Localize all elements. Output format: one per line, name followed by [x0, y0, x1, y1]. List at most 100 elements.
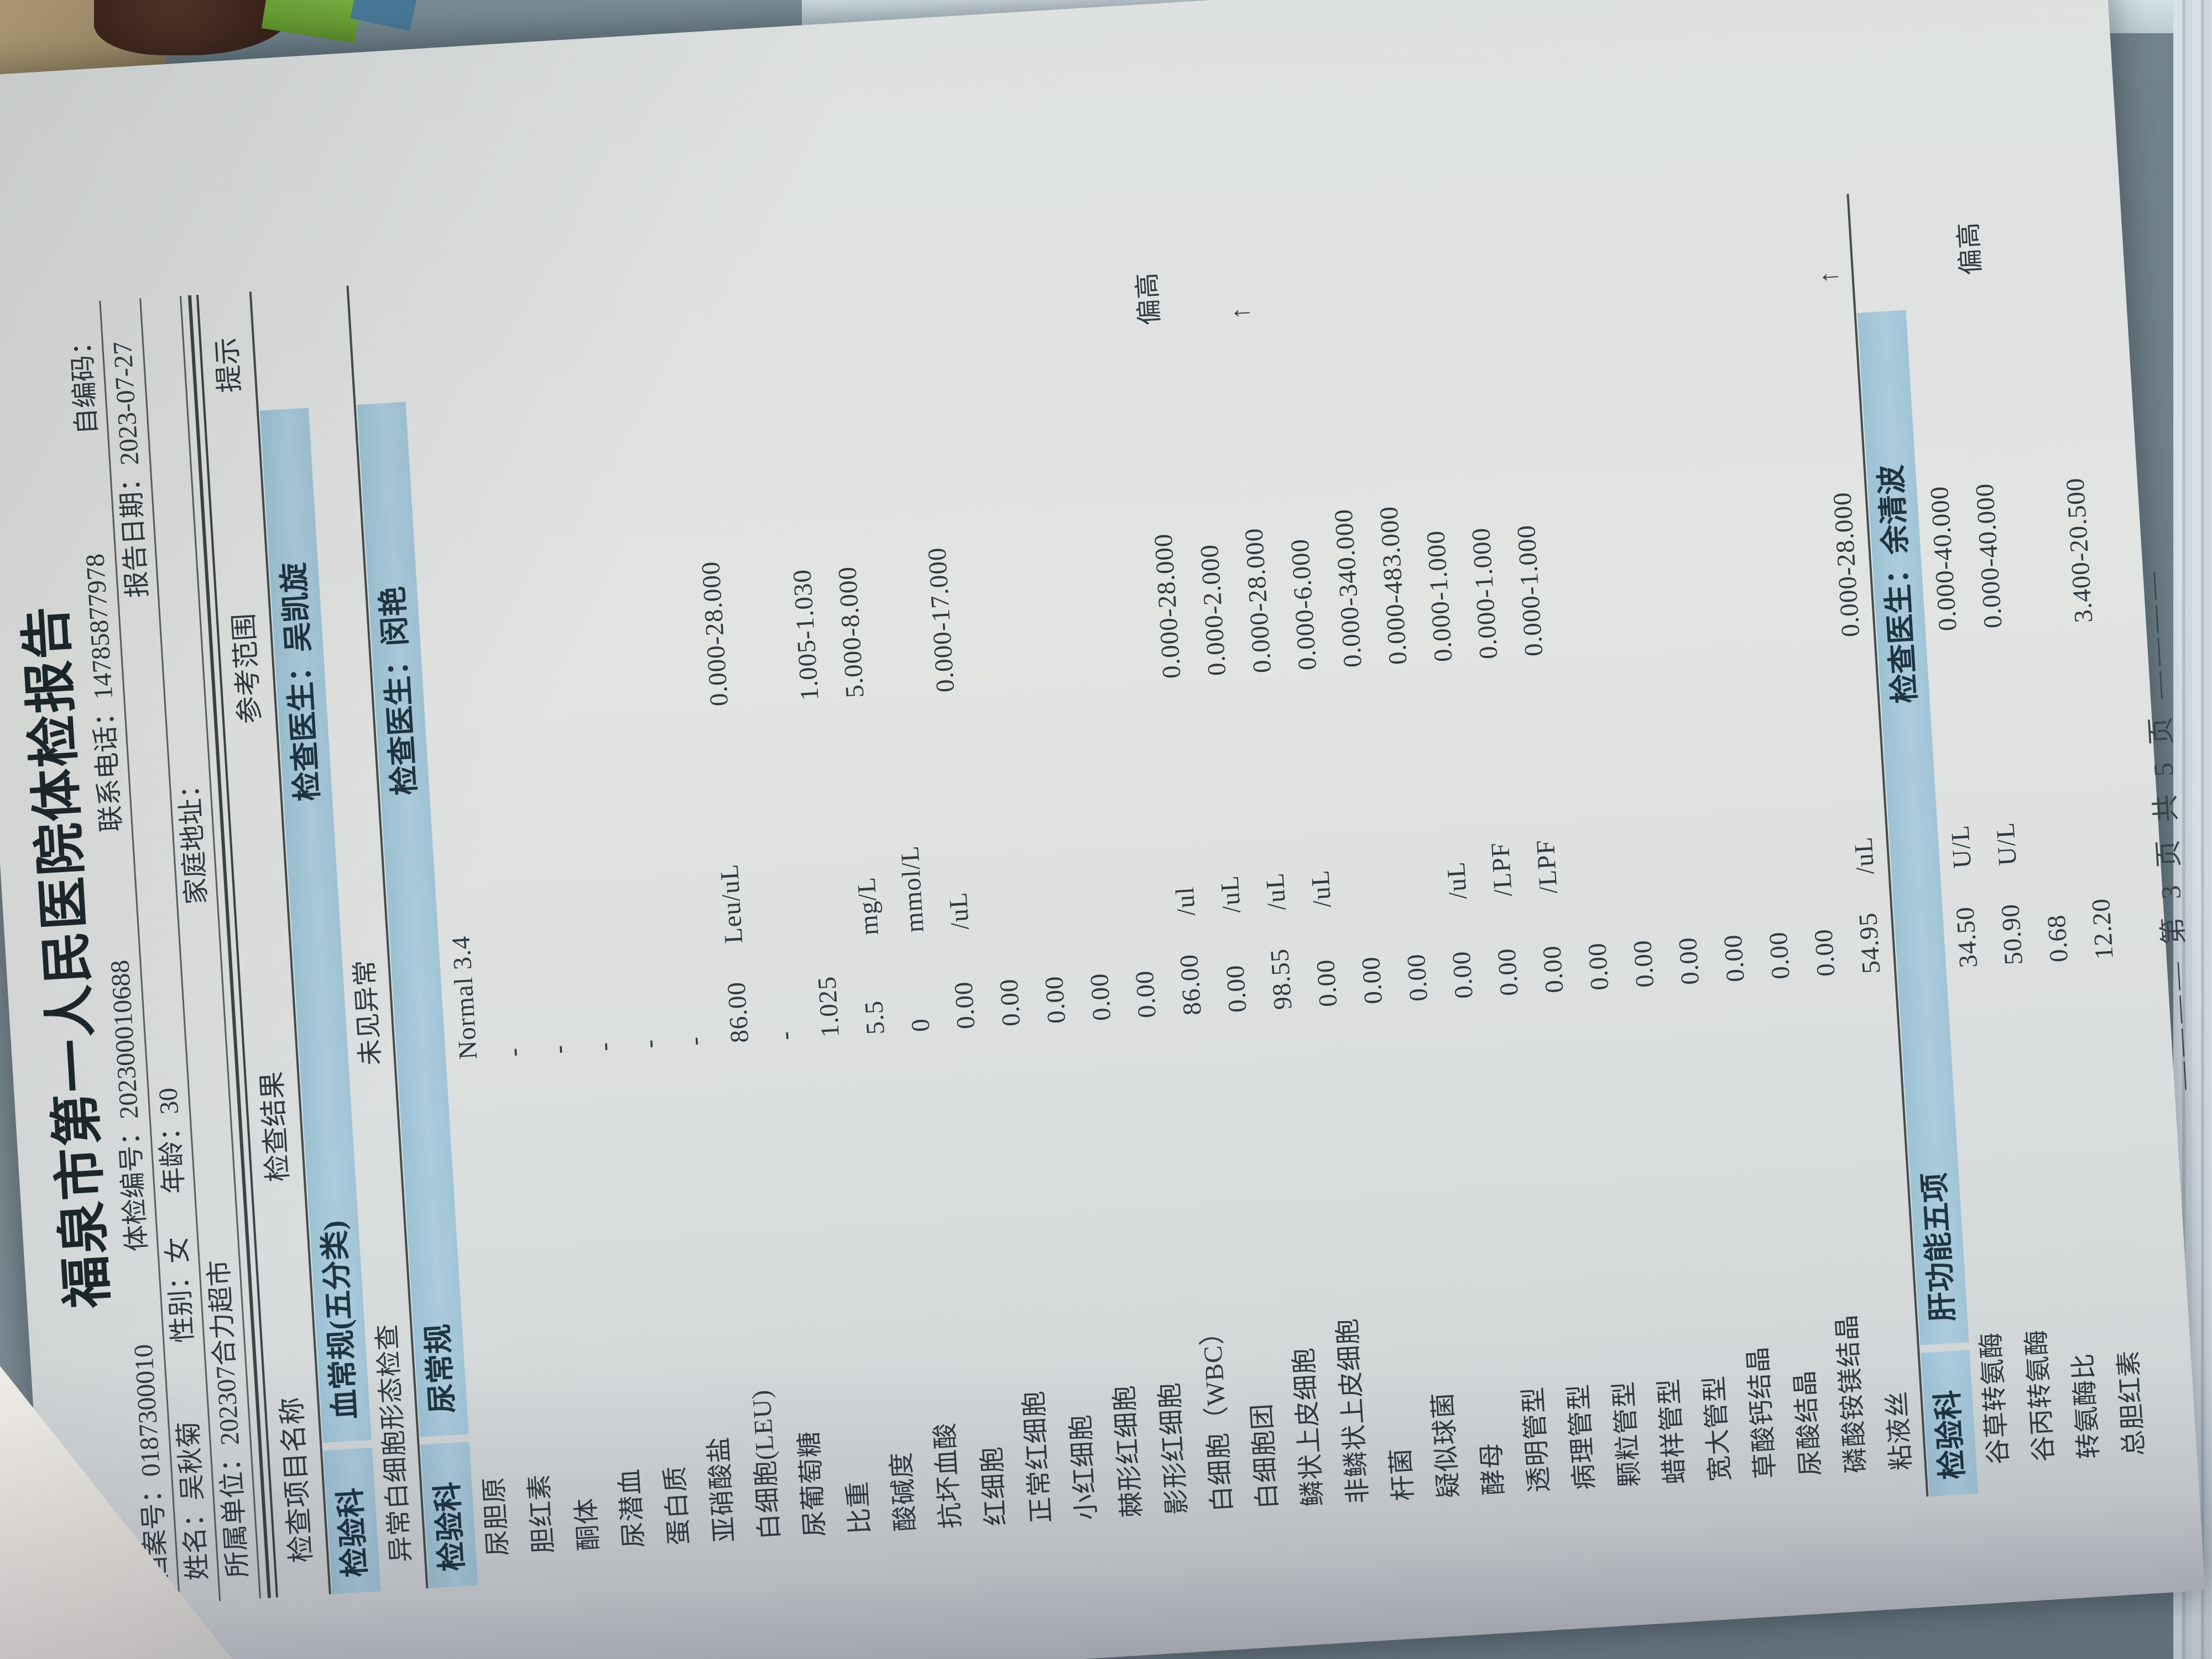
cell-unit: /uL — [1215, 874, 1246, 914]
cell-result: 0.00 — [1492, 947, 1524, 997]
cell-item: 白细胞团 — [1247, 1402, 1283, 1510]
cell-result: 34.50 — [1950, 905, 1984, 969]
col-item-label: 检查项目名称 — [275, 1396, 317, 1564]
cell-item: 病理管型 — [1564, 1383, 1600, 1491]
cell-unit: /LPF — [1485, 841, 1518, 898]
cell-result: 0.00 — [1311, 958, 1343, 1008]
cell-item: 胆红素 — [525, 1473, 559, 1554]
cell-result: - — [499, 1046, 529, 1058]
field-self-code: 自编码： — [66, 327, 102, 436]
cell-result: 0.00 — [1673, 936, 1705, 986]
cell-range: 0.000-1.000 — [1467, 526, 1504, 660]
cell-result: 0.00 — [1764, 930, 1796, 980]
cell-range: 0.000-28.000 — [696, 560, 734, 707]
cell-unit: Leu/uL — [714, 863, 749, 945]
cell-result: 0 — [906, 1017, 936, 1033]
cell-item: 影形红细胞 — [1155, 1381, 1192, 1516]
report-content: 福泉市第一人民医院体检报告 档案号：0187300010 体检编号：202300… — [0, 176, 2212, 1612]
cell-item: 疑似球菌 — [1428, 1391, 1464, 1499]
col-result-label: 检查结果 — [255, 1070, 294, 1183]
cell-hint: ↑ — [1814, 269, 1844, 285]
cell-result: 0.00 — [1447, 950, 1479, 1000]
cell-hint: 偏高 — [1133, 271, 1165, 326]
dept-label: 检验科 — [430, 1480, 469, 1573]
cell-result: - — [634, 1038, 664, 1050]
cell-range: 5.000-8.000 — [833, 565, 870, 699]
cell-unit: mmol/L — [895, 844, 930, 933]
cell-result: - — [544, 1044, 573, 1055]
col-hint-label: 提示 — [211, 336, 246, 394]
cell-unit: /LPF — [1531, 838, 1563, 895]
cell-result: 98.55 — [1265, 947, 1298, 1011]
cell-item: 小红细胞 — [1066, 1413, 1102, 1521]
cell-result: 0.00 — [1220, 964, 1253, 1014]
cell-unit: /uL — [1260, 872, 1292, 911]
cell-item: 谷草转氨酶 — [1976, 1331, 2014, 1465]
cell-range: 0.000-2.000 — [1194, 543, 1232, 677]
cell-item: 比重 — [843, 1480, 875, 1535]
dept-label: 检验科 — [333, 1486, 372, 1578]
cell-item: 正常红细胞 — [1019, 1389, 1057, 1524]
cell-item: 谷丙转氨酶 — [2022, 1328, 2059, 1463]
cell-item: 酵母 — [1477, 1441, 1509, 1496]
cell-result: 0.68 — [2042, 914, 2074, 963]
cell-unit: /uL — [1441, 860, 1473, 900]
cell-item: 尿酸结晶 — [1791, 1369, 1826, 1477]
cell-result: 0.00 — [1628, 939, 1660, 989]
cell-result: 86.00 — [722, 980, 755, 1044]
cell-result: 0.00 — [1718, 933, 1750, 983]
band-dept-segment: 检验科 — [420, 1442, 478, 1588]
cell-result: Normal 3.4 — [446, 935, 483, 1061]
cell-item: 蛋白质 — [660, 1464, 695, 1546]
cell-range: 0.000-40.000 — [1970, 482, 2008, 629]
cell-result: 5.5 — [859, 999, 890, 1036]
cell-result: 0.00 — [994, 978, 1026, 1027]
cell-result: 0.00 — [1401, 953, 1433, 1003]
cell-unit: /uL — [1849, 836, 1880, 875]
cell-range: 0.000-17.000 — [922, 546, 961, 693]
cell-range: 3.400-20.500 — [2060, 477, 2099, 624]
cell-result: 0.00 — [1356, 956, 1389, 1005]
cell-range: 0.000-6.000 — [1285, 538, 1323, 671]
section-name: 肝功能五项 — [1917, 1171, 1960, 1323]
cell-item: 红细胞 — [977, 1445, 1011, 1527]
cell-item: 棘形红细胞 — [1110, 1384, 1147, 1519]
cell-result: 12.20 — [2086, 897, 2119, 961]
cell-result: - — [680, 1035, 709, 1047]
cell-item: 总胆红素 — [2114, 1349, 2150, 1457]
cell-item: 酮体 — [572, 1496, 604, 1552]
cell-item: 杆菌 — [1386, 1447, 1419, 1502]
cell-item: 尿胆原 — [479, 1475, 514, 1557]
cell-result: 0.00 — [1084, 972, 1117, 1022]
dept-label: 检验科 — [1931, 1389, 1970, 1481]
cell-unit: U/L — [1945, 824, 1978, 869]
band-dept-segment: 检验科 — [323, 1447, 381, 1594]
cell-result: 1.025 — [812, 975, 845, 1039]
cell-item: 蜡样管型 — [1655, 1377, 1691, 1485]
cell-hint: 偏高 — [1954, 221, 1986, 276]
cell-result: - — [770, 1030, 800, 1041]
cell-result: 0.00 — [1537, 945, 1569, 994]
cell-item: 亚硝酸盐 — [704, 1435, 740, 1543]
cell-item: 草酸钙结晶 — [1744, 1345, 1781, 1480]
col-range-label: 参考范围 — [228, 612, 266, 725]
cell-range: 0.000-28.000 — [1828, 491, 1866, 638]
cell-result: 54.95 — [1853, 911, 1886, 975]
cell-item: 抗坏血酸 — [930, 1421, 966, 1530]
cell-result: 0.00 — [1040, 975, 1072, 1025]
cell-result: 0.00 — [949, 980, 981, 1030]
field-gender: 性别：女 — [162, 1235, 199, 1344]
cell-item: 酸碱度 — [887, 1451, 921, 1532]
cell-item: 透明管型 — [1519, 1385, 1554, 1494]
cell-range: 0.000-28.000 — [1239, 527, 1277, 674]
cell-range: 0.000-28.000 — [1149, 533, 1187, 680]
cell-unit: U/L — [1991, 821, 2022, 867]
cell-unit: /uL — [943, 891, 975, 931]
cell-hint: ↑ — [1225, 305, 1256, 321]
cell-item: 粘液丝 — [1882, 1390, 1917, 1472]
cell-result: 0.00 — [1583, 942, 1615, 992]
sections: 检验科 血常规(五分类) 检查医生：吴凯旋 异常白细胞形态检查 未见异常 检验科 尿常规 检查… — [249, 180, 2159, 1595]
cell-result: 50.90 — [1996, 902, 2028, 966]
